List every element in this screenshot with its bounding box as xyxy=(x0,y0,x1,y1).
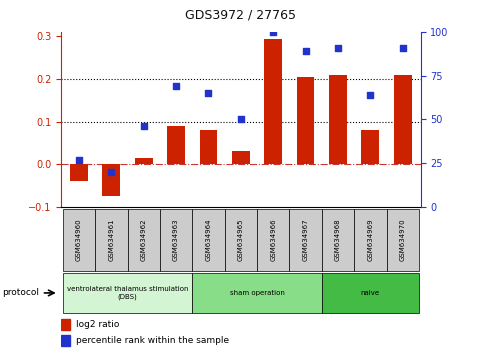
Bar xyxy=(231,151,249,164)
Bar xyxy=(321,209,353,271)
Bar xyxy=(61,335,70,346)
Bar xyxy=(361,130,379,164)
Bar xyxy=(62,273,192,313)
Text: GSM634961: GSM634961 xyxy=(108,218,114,261)
Bar xyxy=(289,209,321,271)
Bar xyxy=(192,209,224,271)
Point xyxy=(366,92,373,98)
Bar xyxy=(127,209,160,271)
Bar xyxy=(160,209,192,271)
Text: GSM634966: GSM634966 xyxy=(270,218,276,261)
Text: GSM634963: GSM634963 xyxy=(173,218,179,261)
Point xyxy=(75,157,82,162)
Point xyxy=(269,29,277,35)
Point xyxy=(140,124,147,129)
Bar xyxy=(102,164,120,196)
Text: GDS3972 / 27765: GDS3972 / 27765 xyxy=(185,9,296,22)
Point xyxy=(172,83,180,89)
Text: log2 ratio: log2 ratio xyxy=(75,320,119,329)
Text: naive: naive xyxy=(360,290,379,296)
Bar xyxy=(61,319,70,330)
Point xyxy=(107,169,115,175)
Point xyxy=(398,45,406,51)
Bar xyxy=(135,158,152,164)
Text: GSM634962: GSM634962 xyxy=(141,218,146,261)
Bar xyxy=(296,77,314,164)
Text: GSM634964: GSM634964 xyxy=(205,218,211,261)
Bar xyxy=(199,130,217,164)
Bar xyxy=(321,273,418,313)
Bar xyxy=(393,75,411,164)
Bar xyxy=(192,273,321,313)
Bar xyxy=(386,209,418,271)
Bar xyxy=(70,164,88,182)
Text: ventrolateral thalamus stimulation
(DBS): ventrolateral thalamus stimulation (DBS) xyxy=(67,286,188,300)
Point xyxy=(301,48,309,54)
Bar xyxy=(224,209,257,271)
Bar xyxy=(95,209,127,271)
Bar xyxy=(264,39,282,164)
Point xyxy=(236,117,244,122)
Bar xyxy=(257,209,289,271)
Text: GSM634968: GSM634968 xyxy=(334,218,340,261)
Text: GSM634960: GSM634960 xyxy=(76,218,82,261)
Text: percentile rank within the sample: percentile rank within the sample xyxy=(75,336,228,345)
Point xyxy=(204,90,212,96)
Bar xyxy=(167,126,184,164)
Point xyxy=(333,45,341,51)
Text: GSM634969: GSM634969 xyxy=(366,218,372,261)
Bar xyxy=(328,75,346,164)
Text: sham operation: sham operation xyxy=(229,290,284,296)
Text: GSM634965: GSM634965 xyxy=(237,218,244,261)
Text: GSM634970: GSM634970 xyxy=(399,218,405,261)
Text: GSM634967: GSM634967 xyxy=(302,218,308,261)
Bar xyxy=(62,209,95,271)
Bar xyxy=(353,209,386,271)
Text: protocol: protocol xyxy=(2,289,40,297)
